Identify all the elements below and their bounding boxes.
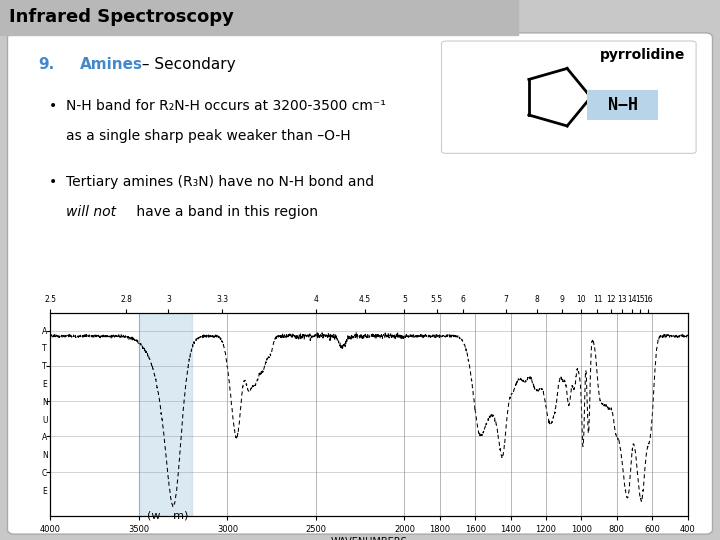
Text: N: N (42, 451, 48, 460)
Text: 9.: 9. (39, 57, 55, 72)
Text: – Secondary: – Secondary (138, 57, 236, 72)
Text: N−H: N−H (608, 96, 638, 114)
Text: N-H band for R₂N-H occurs at 3200-3500 cm⁻¹: N-H band for R₂N-H occurs at 3200-3500 c… (66, 99, 386, 113)
Text: T: T (42, 345, 47, 353)
Text: Amines: Amines (80, 57, 143, 72)
FancyBboxPatch shape (588, 90, 658, 120)
Text: C: C (42, 469, 48, 478)
FancyBboxPatch shape (7, 33, 713, 534)
Text: E: E (42, 487, 47, 496)
Text: A: A (42, 434, 48, 442)
Text: as a single sharp peak weaker than –O-H: as a single sharp peak weaker than –O-H (66, 129, 351, 143)
Text: (w – m): (w – m) (147, 510, 188, 521)
X-axis label: WAVENUMBERS: WAVENUMBERS (330, 537, 408, 540)
Text: •: • (49, 176, 57, 190)
Text: Tertiary amines (R₃N) have no N-H bond and: Tertiary amines (R₃N) have no N-H bond a… (66, 176, 374, 190)
Text: have a band in this region: have a band in this region (132, 205, 318, 219)
Text: •: • (49, 99, 57, 113)
Text: A: A (42, 327, 48, 335)
Text: U: U (42, 416, 48, 424)
Text: E: E (42, 380, 47, 389)
Text: N: N (42, 398, 48, 407)
Text: T: T (42, 362, 47, 371)
Text: Infrared Spectroscopy: Infrared Spectroscopy (9, 8, 233, 26)
Text: will not: will not (66, 205, 117, 219)
Bar (139, 313, 192, 516)
FancyBboxPatch shape (441, 41, 696, 153)
Text: pyrrolidine: pyrrolidine (600, 48, 685, 62)
